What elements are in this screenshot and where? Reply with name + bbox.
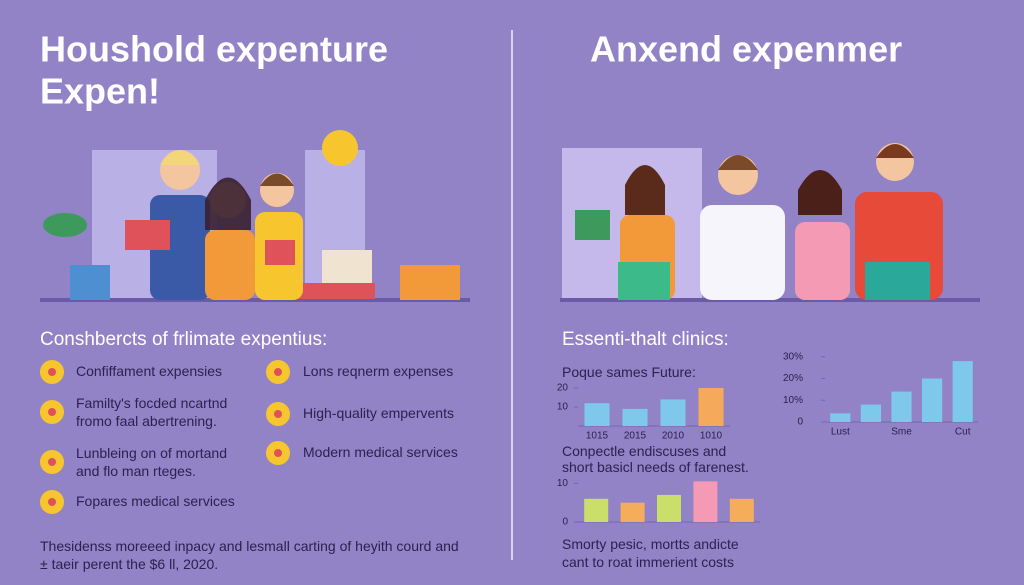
caption: Smorty pesic, mortts andicte cant to roat… [562, 536, 739, 570]
x-tick-label: 1010 [700, 431, 723, 442]
icon-dot [48, 368, 56, 376]
bar [622, 408, 648, 426]
footer: Thesidenss moreeed inpacy and lesmall ca… [40, 538, 459, 572]
bar [891, 391, 912, 422]
bar [860, 404, 881, 422]
y-tick-label: 0 [562, 517, 568, 528]
y-tick-label: 20 [557, 383, 569, 394]
bar [693, 481, 718, 522]
left-title: Houshold expenture [40, 29, 388, 70]
icon-dot [48, 408, 56, 416]
illustration-right [560, 143, 980, 302]
bar [584, 403, 610, 426]
y-tick-label: 10 [557, 478, 569, 489]
y-tick-label: 0 [797, 417, 803, 428]
list-item: Familty's focded ncartnd fromo faal abert… [76, 395, 227, 429]
bar [952, 361, 973, 422]
list-item: Confiffament expensies [76, 363, 222, 379]
list-item: Lunbleing on of mortand and flo man rtege… [76, 445, 227, 479]
icon-dot [274, 449, 282, 457]
icon-dot [274, 368, 282, 376]
section-heading: Conshbercts of frlimate expentius: [40, 329, 327, 350]
x-tick-label: Lust [831, 427, 850, 438]
x-tick-label: 2015 [624, 431, 647, 442]
right-title: Anxend expenmer [590, 29, 902, 70]
section-heading: Essenti-thalt clinics: [562, 329, 729, 350]
bar [830, 413, 851, 422]
list-item: Fopares medical services [76, 493, 235, 509]
x-tick-label: 1015 [586, 431, 609, 442]
y-tick-label: 10% [783, 395, 803, 406]
x-tick-label: 2010 [662, 431, 685, 442]
list-item: High-quality empervents [303, 405, 454, 421]
left-title: Expen! [40, 71, 160, 112]
icon-dot [48, 498, 56, 506]
y-tick-label: 30% [783, 351, 803, 362]
list-item: Lons reqnerm expenses [303, 363, 453, 379]
x-tick-label: Cut [955, 427, 971, 438]
icon-dot [274, 410, 282, 418]
illustration-left [40, 130, 470, 302]
list-item: Modern medical services [303, 444, 458, 460]
bar [620, 502, 645, 522]
bar [922, 378, 943, 422]
icon-dot [48, 458, 56, 466]
y-tick-label: 10 [557, 402, 569, 413]
bar [584, 498, 609, 522]
bar [660, 399, 686, 426]
y-tick-label: 20% [783, 373, 803, 384]
chart-title: Conpectle endiscuses and short basicl nee… [562, 443, 749, 475]
x-tick-label: Sme [891, 427, 912, 438]
bar [698, 388, 724, 426]
chart-title: Poque sames Future: [562, 364, 696, 380]
bar [729, 498, 754, 522]
bar [656, 494, 682, 522]
